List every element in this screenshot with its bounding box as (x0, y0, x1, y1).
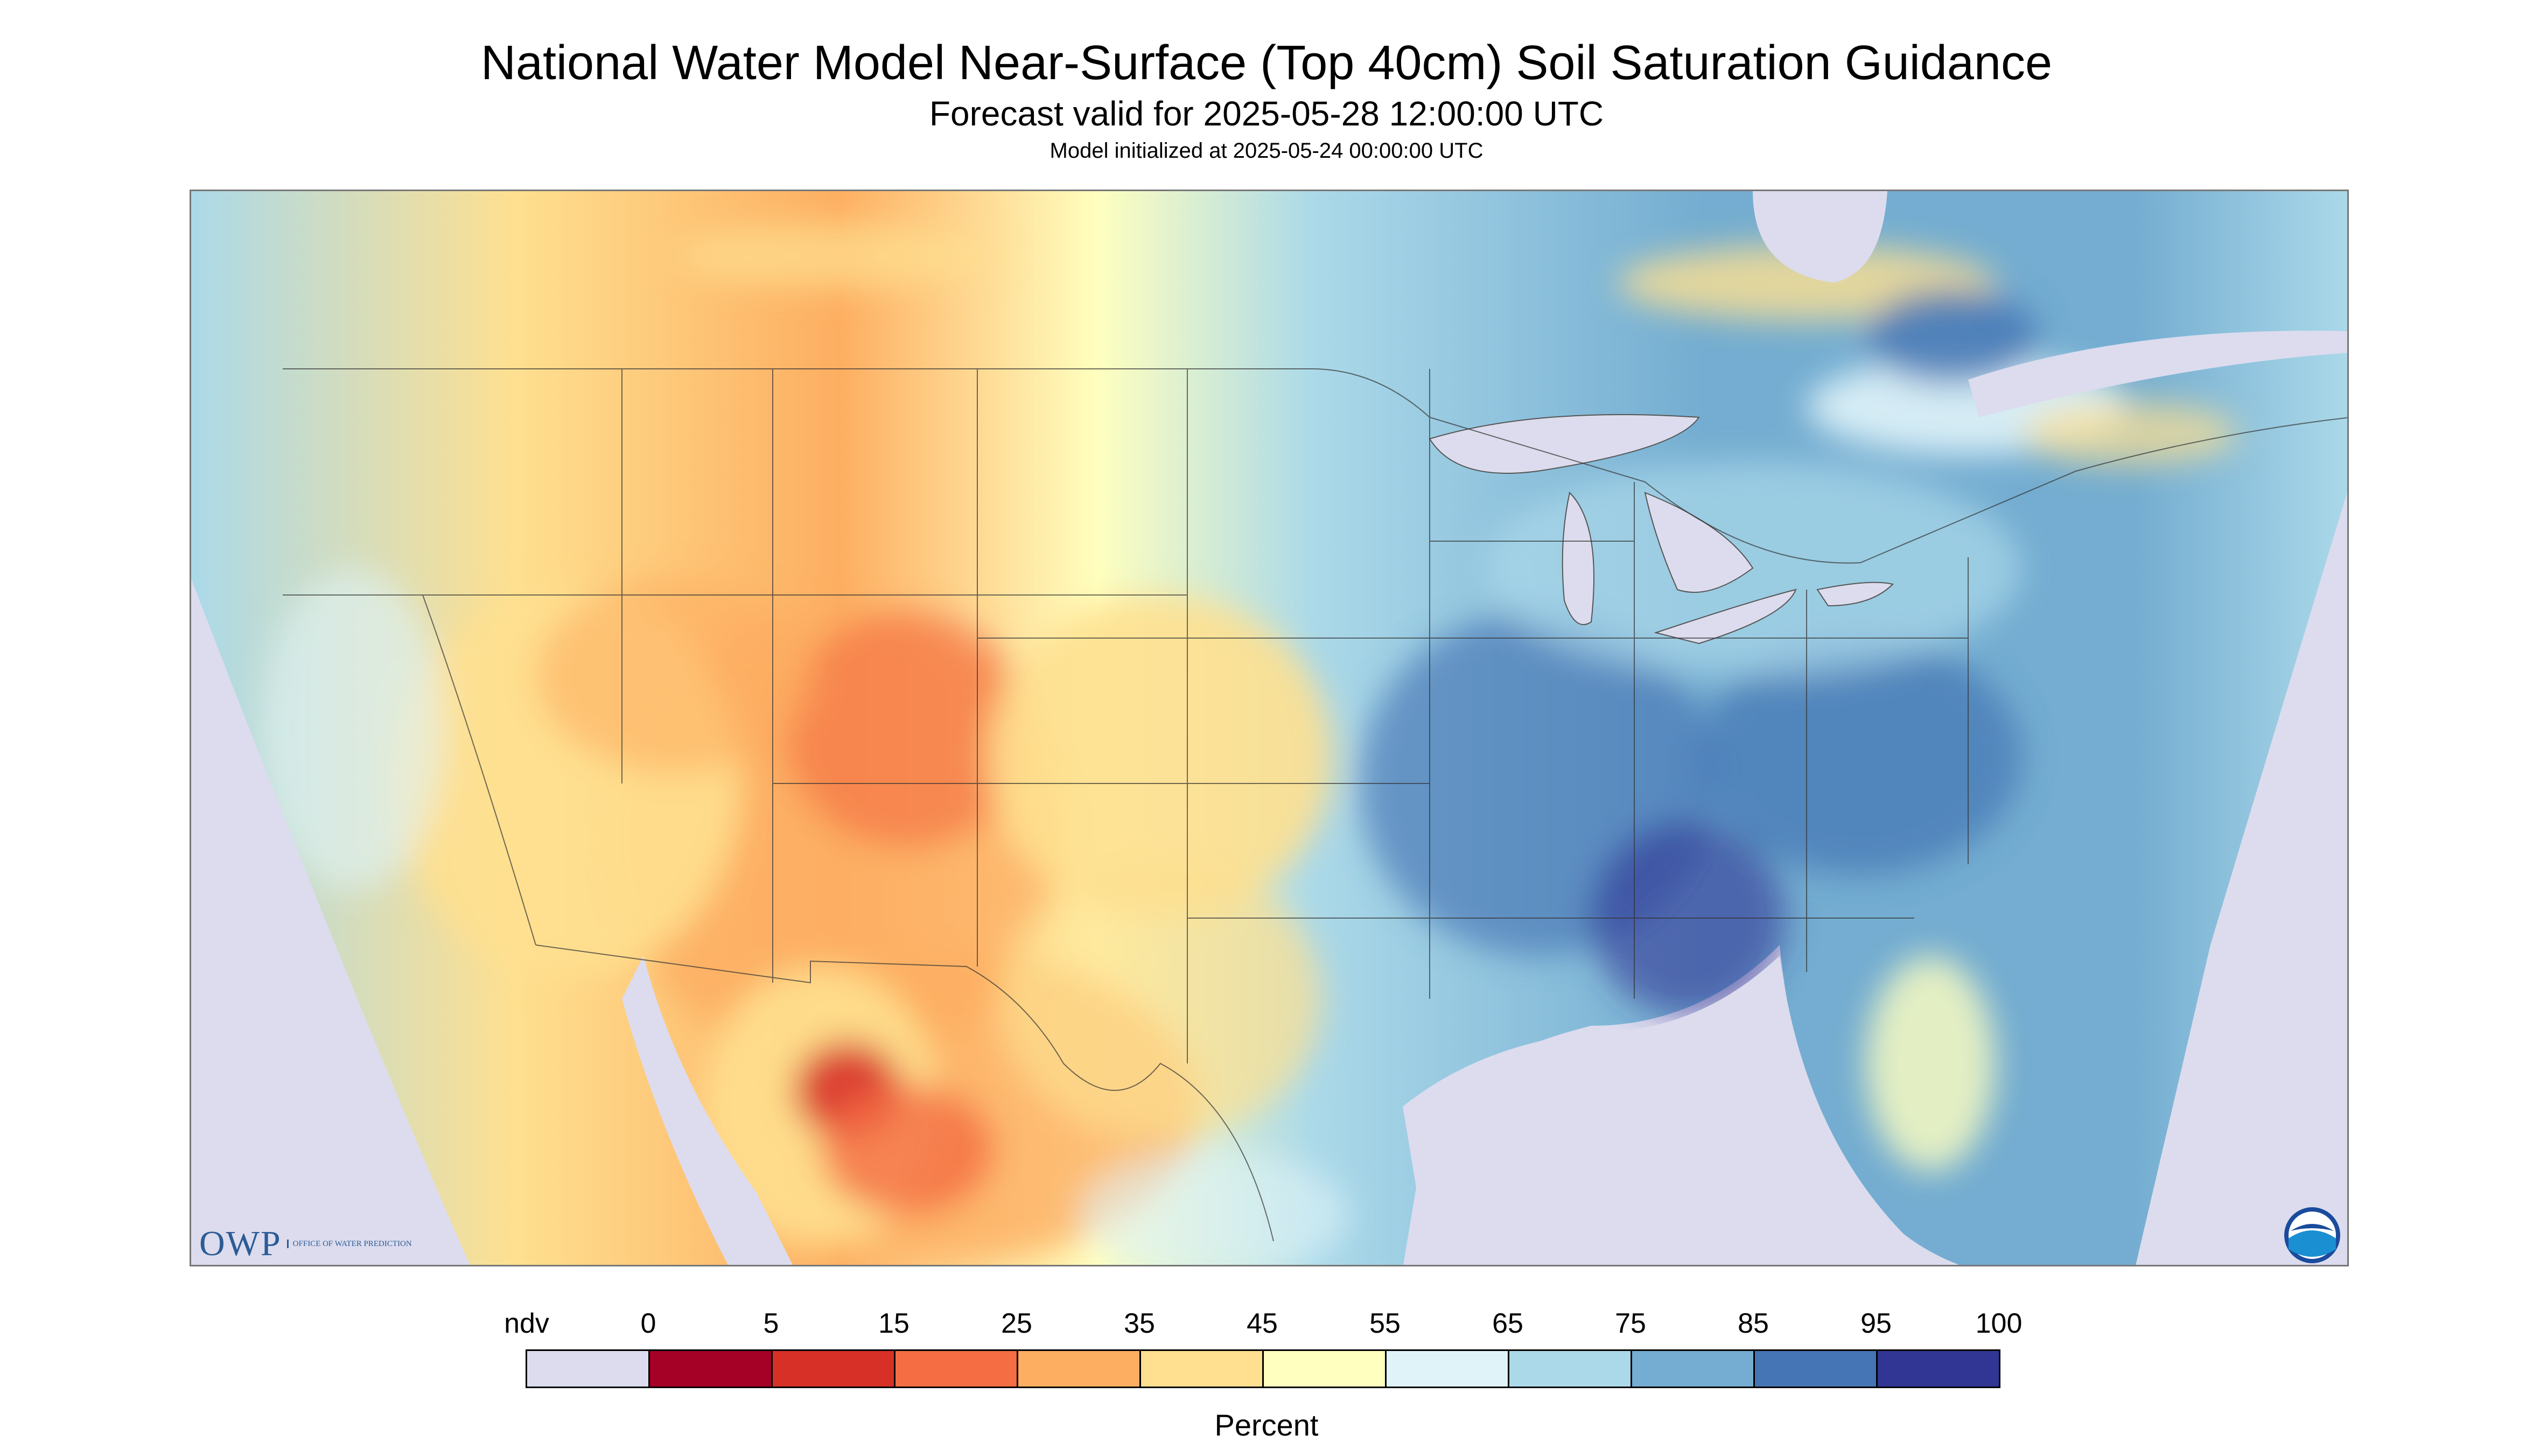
owp-logo-subtext: OFFICE OF WATER PREDICTION (286, 1240, 412, 1248)
legend-label-5: 35 (1124, 1308, 1155, 1339)
legend-label-3: 15 (878, 1308, 909, 1339)
legend-label-7: 55 (1369, 1308, 1401, 1339)
noaa-logo-icon (2284, 1207, 2340, 1263)
legend-label-9: 75 (1615, 1308, 1646, 1339)
map-title: National Water Model Near-Surface (Top 4… (480, 36, 2052, 90)
us-mexico-border (535, 944, 1274, 1242)
legend-swatch-7 (1385, 1349, 1509, 1388)
map-canvas (191, 191, 2347, 1265)
legend-label-11: 95 (1860, 1308, 1892, 1339)
owp-logo-text: OWP (199, 1224, 282, 1263)
forecast-valid-time: Forecast valid for 2025-05-28 12:00:00 U… (929, 94, 1604, 133)
owp-logo: OWP OFFICE OF WATER PREDICTION (199, 1223, 412, 1264)
water-bodies (622, 191, 2347, 1265)
legend-label-4: 25 (1001, 1308, 1032, 1339)
legend-swatch-3 (894, 1349, 1018, 1388)
legend-label-8: 65 (1492, 1308, 1523, 1339)
lake-ontario (1816, 582, 1894, 607)
st-lawrence (1968, 331, 2347, 417)
legend-swatch-1 (648, 1349, 773, 1388)
legend-swatch-5 (1139, 1349, 1264, 1388)
legend-swatch-10 (1753, 1349, 1878, 1388)
legend-label-1: 0 (640, 1308, 656, 1339)
legend-swatch-2 (771, 1349, 895, 1388)
legend-label-12: 100 (1975, 1308, 2023, 1339)
us-canada-border (283, 368, 2347, 564)
gulf-of-mexico (1403, 956, 1937, 1265)
lake-erie (1654, 589, 1797, 645)
hudson-bay (1753, 191, 1887, 283)
legend-label-0: ndv (504, 1308, 549, 1339)
legend-swatch-6 (1262, 1349, 1387, 1388)
legend-label-10: 85 (1738, 1308, 1769, 1339)
lake-superior (1429, 414, 1700, 474)
legend-label-2: 5 (763, 1308, 779, 1339)
legend-swatch-11 (1876, 1349, 2000, 1388)
legend-unit: Percent (1214, 1408, 1319, 1442)
legend-swatch-0 (526, 1349, 650, 1388)
legend-swatch-9 (1631, 1349, 1755, 1388)
projection-edge-left (191, 579, 470, 1265)
political-borders (283, 368, 2347, 1242)
soil-saturation-map (190, 190, 2349, 1266)
lake-michigan (1562, 492, 1594, 625)
legend-swatch-8 (1508, 1349, 1632, 1388)
model-init-time: Model initialized at 2025-05-24 00:00:00… (1049, 139, 1484, 163)
legend-swatch-4 (1017, 1349, 1141, 1388)
projection-edge-right (2136, 492, 2347, 1265)
saturation-patches (261, 223, 2237, 1265)
legend-label-6: 45 (1247, 1308, 1278, 1339)
gulf-of-california (622, 956, 793, 1265)
